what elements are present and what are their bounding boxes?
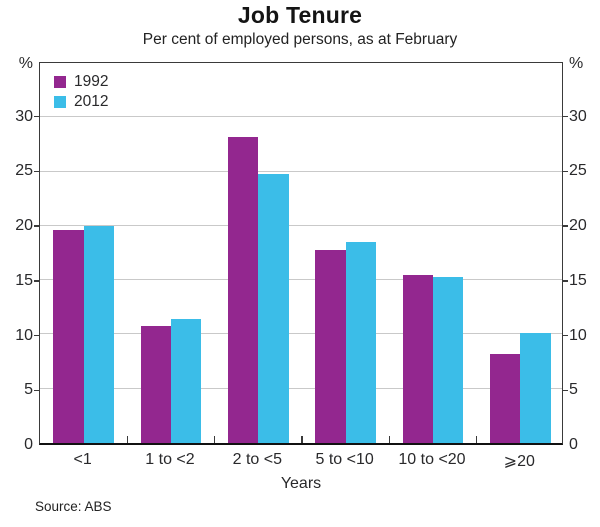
x-axis-tick <box>388 436 391 443</box>
x-tick-label-4: 10 to <20 <box>398 451 466 468</box>
y-tick-label-left-30: 30 <box>15 107 33 125</box>
bar-2012-2 <box>258 173 289 443</box>
chart-subtitle: Per cent of employed persons, as at Febr… <box>142 31 458 48</box>
bar-2012-3 <box>345 242 377 443</box>
y-axis-tick-left <box>34 280 39 282</box>
x-tick-label-1: 1 to <2 <box>145 451 195 468</box>
y-axis-tick-left <box>34 334 39 337</box>
y-axis-tick-right <box>563 225 568 227</box>
y-tick-label-right-20: 20 <box>569 217 587 235</box>
bar-2012-0 <box>83 225 115 443</box>
x-axis-tick <box>301 436 303 443</box>
y-axis-tick-right <box>563 115 568 118</box>
y-axis-unit-left: % <box>18 55 33 72</box>
legend-item-2012: 2012 <box>54 92 108 112</box>
bar-1992-4 <box>402 274 433 443</box>
x-axis-title: Years <box>280 475 322 492</box>
y-tick-label-left-20: 20 <box>15 217 33 235</box>
y-tick-label-left-15: 15 <box>15 271 33 289</box>
legend-item-1992: 1992 <box>54 72 108 92</box>
x-tick-label-3: 5 to <10 <box>315 451 374 468</box>
y-tick-label-right-5: 5 <box>569 381 578 399</box>
bar-2012-5 <box>520 333 551 443</box>
y-tick-label-right-0: 0 <box>569 436 578 453</box>
legend-swatch-2012 <box>54 96 66 108</box>
bar-1992-5 <box>489 353 521 443</box>
y-axis-tick-right <box>563 389 568 392</box>
y-axis-unit-right: % <box>569 55 584 72</box>
y-axis-tick-right <box>563 280 568 282</box>
bar-1992-2 <box>227 136 259 443</box>
y-axis-tick-left <box>34 225 39 227</box>
gridline-5 <box>40 387 562 389</box>
y-tick-label-left-0: 0 <box>24 436 33 453</box>
legend-label-2012: 2012 <box>74 93 109 110</box>
y-tick-label-left-25: 25 <box>15 162 33 180</box>
y-axis-tick-left <box>34 170 39 173</box>
x-tick-label-0: <1 <box>73 451 92 468</box>
legend-label-1992: 1992 <box>74 73 109 90</box>
gridline-20 <box>40 224 562 226</box>
x-tick-label-5: ⩾20 <box>503 453 535 470</box>
legend: 1992 2012 <box>54 72 108 112</box>
x-axis-tick <box>126 436 129 443</box>
y-tick-label-left-5: 5 <box>24 381 33 399</box>
y-axis-tick-right <box>563 334 568 337</box>
y-axis-tick-left <box>34 389 39 392</box>
bar-2012-4 <box>433 276 464 443</box>
y-tick-label-right-30: 30 <box>569 107 587 125</box>
bar-1992-1 <box>140 325 171 443</box>
bar-1992-3 <box>315 249 346 443</box>
y-tick-label-right-10: 10 <box>569 326 587 344</box>
x-axis-tick <box>475 436 478 443</box>
y-tick-label-right-25: 25 <box>569 162 587 180</box>
y-axis-tick-left <box>34 115 39 118</box>
y-tick-label-right-15: 15 <box>569 271 587 289</box>
x-axis-labels: <1 1 to <2 2 to <5 5 to <10 10 to <20 ⩾20 <box>39 451 563 470</box>
gridline-15 <box>40 279 562 281</box>
gridline-10 <box>40 333 562 335</box>
y-axis-tick-right <box>563 170 568 173</box>
y-tick-label-left-10: 10 <box>15 326 33 344</box>
gridline-30 <box>40 116 562 118</box>
source-note: Source: ABS <box>35 499 112 514</box>
legend-swatch-1992 <box>54 76 66 88</box>
chart-title: Job Tenure <box>237 2 363 28</box>
bar-1992-0 <box>53 230 84 443</box>
x-tick-label-2: 2 to <5 <box>232 451 282 468</box>
bar-2012-1 <box>171 319 202 443</box>
plot-area: 1992 2012 <box>39 62 563 445</box>
gridline-25 <box>40 170 562 172</box>
x-axis-tick <box>213 436 216 443</box>
